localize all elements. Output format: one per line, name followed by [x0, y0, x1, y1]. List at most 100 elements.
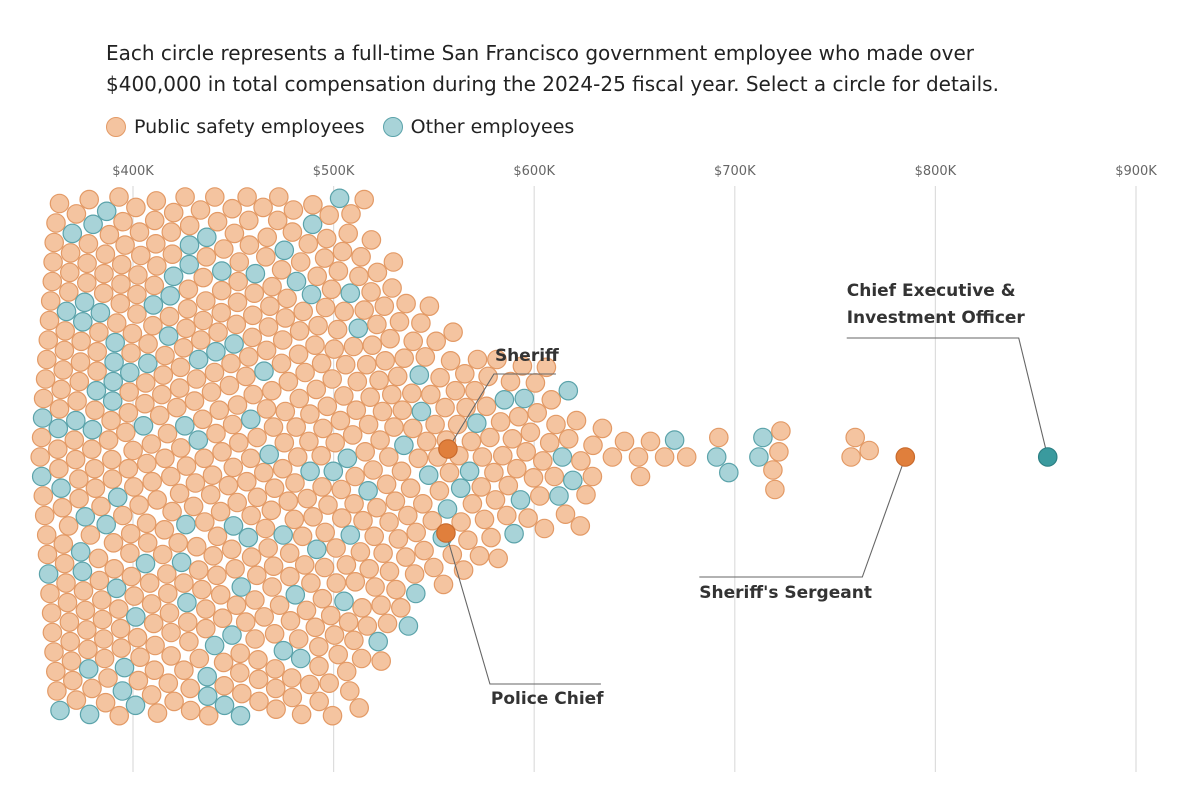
employee-circle-public-safety[interactable]: [178, 279, 199, 300]
employee-circle-public-safety[interactable]: [77, 272, 97, 293]
employee-circle-public-safety[interactable]: [492, 445, 513, 466]
employee-circle-public-safety[interactable]: [385, 491, 406, 511]
employee-circle-public-safety[interactable]: [374, 296, 395, 316]
employee-circle-public-safety[interactable]: [336, 555, 357, 575]
employee-circle-public-safety[interactable]: [253, 462, 274, 483]
employee-circle-public-safety[interactable]: [57, 592, 78, 613]
employee-circle-public-safety[interactable]: [155, 345, 175, 366]
employee-circle-public-safety[interactable]: [159, 306, 180, 327]
employee-circle-public-safety[interactable]: [309, 691, 329, 712]
employee-circle-public-safety[interactable]: [147, 703, 168, 723]
employee-circle-public-safety[interactable]: [245, 590, 265, 610]
employee-circle-public-safety[interactable]: [210, 501, 231, 522]
employee-circle-public-safety[interactable]: [462, 493, 483, 514]
employee-circle-public-safety[interactable]: [59, 282, 79, 302]
employee-circle-public-safety[interactable]: [245, 629, 265, 649]
employee-circle-public-safety[interactable]: [239, 210, 259, 231]
employee-circle-public-safety[interactable]: [163, 202, 184, 223]
employee-circle-public-safety[interactable]: [763, 460, 783, 480]
employee-circle-public-safety[interactable]: [128, 265, 148, 285]
employee-circle-public-safety[interactable]: [241, 505, 261, 526]
employee-circle-other[interactable]: [62, 223, 83, 244]
employee-circle-public-safety[interactable]: [384, 417, 404, 437]
employee-circle-other[interactable]: [66, 410, 86, 431]
employee-circle-public-safety[interactable]: [285, 473, 305, 493]
employee-circle-public-safety[interactable]: [56, 573, 76, 593]
employee-circle-public-safety[interactable]: [42, 622, 63, 643]
employee-circle-public-safety[interactable]: [80, 525, 101, 545]
employee-circle-public-safety[interactable]: [92, 590, 112, 610]
employee-circle-public-safety[interactable]: [354, 300, 374, 320]
employee-circle-public-safety[interactable]: [60, 262, 80, 283]
employee-circle-public-safety[interactable]: [345, 466, 365, 487]
employee-circle-public-safety[interactable]: [355, 441, 375, 462]
employee-circle-public-safety[interactable]: [75, 600, 96, 621]
employee-circle-public-safety[interactable]: [346, 400, 367, 420]
employee-circle-public-safety[interactable]: [60, 631, 80, 652]
employee-circle-public-safety[interactable]: [209, 400, 230, 420]
employee-circle-public-safety[interactable]: [103, 532, 124, 553]
employee-circle-public-safety[interactable]: [104, 558, 124, 579]
employee-circle-public-safety[interactable]: [230, 643, 250, 664]
employee-circle-public-safety[interactable]: [128, 670, 149, 691]
employee-circle-public-safety[interactable]: [65, 449, 86, 470]
employee-circle-public-safety[interactable]: [37, 544, 58, 565]
employee-circle-public-safety[interactable]: [471, 477, 492, 497]
employee-circle-public-safety[interactable]: [440, 350, 461, 371]
employee-circle-public-safety[interactable]: [186, 369, 207, 389]
employee-circle-public-safety[interactable]: [350, 542, 371, 562]
employee-circle-public-safety[interactable]: [66, 204, 87, 224]
employee-circle-other[interactable]: [72, 561, 93, 582]
employee-circle-public-safety[interactable]: [570, 516, 591, 536]
employee-circle-other[interactable]: [158, 326, 179, 346]
employee-circle-other[interactable]: [86, 380, 107, 401]
employee-circle-public-safety[interactable]: [186, 536, 207, 557]
employee-circle-other[interactable]: [106, 578, 127, 599]
employee-circle-public-safety[interactable]: [383, 252, 404, 272]
employee-circle-public-safety[interactable]: [241, 547, 262, 567]
employee-circle-public-safety[interactable]: [111, 254, 132, 275]
employee-circle-other[interactable]: [411, 401, 432, 422]
employee-circle-public-safety[interactable]: [476, 396, 497, 417]
employee-circle-public-safety[interactable]: [439, 462, 460, 483]
employee-circle-public-safety[interactable]: [265, 678, 286, 699]
employee-circle-public-safety[interactable]: [523, 467, 544, 488]
employee-circle-public-safety[interactable]: [235, 612, 256, 632]
employee-circle-other[interactable]: [254, 361, 274, 381]
employee-circle-public-safety[interactable]: [222, 198, 242, 219]
employee-circle-public-safety[interactable]: [92, 609, 113, 630]
employee-circle-public-safety[interactable]: [237, 471, 257, 492]
employee-circle-public-safety[interactable]: [353, 510, 373, 531]
employee-circle-public-safety[interactable]: [344, 630, 364, 651]
employee-circle-other[interactable]: [301, 284, 322, 305]
employee-circle-public-safety[interactable]: [394, 348, 414, 368]
employee-circle-other[interactable]: [204, 635, 225, 656]
employee-circle-public-safety[interactable]: [40, 583, 60, 604]
employee-circle-public-safety[interactable]: [177, 298, 198, 319]
employee-circle-public-safety[interactable]: [185, 473, 206, 493]
employee-circle-public-safety[interactable]: [480, 427, 500, 448]
employee-circle-public-safety[interactable]: [268, 187, 289, 207]
employee-circle-public-safety[interactable]: [279, 543, 300, 563]
employee-circle-public-safety[interactable]: [159, 603, 180, 623]
employee-circle-public-safety[interactable]: [314, 248, 335, 268]
employee-circle-other[interactable]: [103, 371, 123, 392]
employee-circle-public-safety[interactable]: [288, 629, 309, 649]
employee-circle-public-safety[interactable]: [155, 448, 175, 469]
employee-circle-public-safety[interactable]: [228, 271, 248, 292]
employee-circle-other[interactable]: [32, 408, 53, 428]
employee-circle-other[interactable]: [238, 527, 259, 548]
employee-circle-public-safety[interactable]: [180, 678, 200, 699]
employee-circle-other[interactable]: [177, 592, 197, 613]
employee-circle-public-safety[interactable]: [321, 279, 342, 300]
employee-circle-public-safety[interactable]: [142, 471, 162, 492]
employee-circle-public-safety[interactable]: [313, 418, 333, 439]
employee-circle-public-safety[interactable]: [390, 597, 411, 618]
employee-circle-public-safety[interactable]: [375, 350, 395, 371]
employee-circle-public-safety[interactable]: [149, 405, 170, 426]
employee-circle-public-safety[interactable]: [85, 478, 106, 498]
employee-circle-public-safety[interactable]: [54, 553, 75, 574]
employee-circle-public-safety[interactable]: [272, 458, 293, 479]
employee-circle-public-safety[interactable]: [386, 579, 406, 600]
employee-circle-public-safety[interactable]: [175, 187, 195, 207]
